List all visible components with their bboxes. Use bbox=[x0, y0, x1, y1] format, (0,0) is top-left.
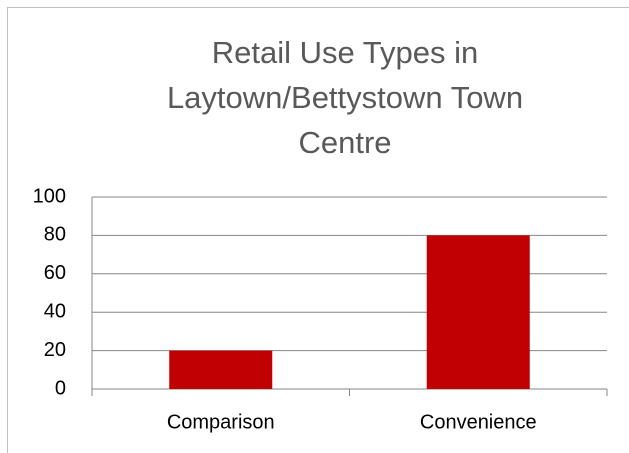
y-tick-label: 60 bbox=[44, 262, 66, 284]
y-tick-label: 100 bbox=[33, 185, 66, 207]
y-tick-label: 80 bbox=[44, 224, 66, 246]
x-tick-label: Convenience bbox=[420, 411, 537, 433]
chart-title: Retail Use Types in Laytown/Bettystown T… bbox=[166, 35, 524, 160]
y-tick-label: 0 bbox=[55, 377, 66, 399]
x-tick-label: Comparison bbox=[167, 411, 275, 433]
bar bbox=[426, 235, 530, 389]
bar bbox=[169, 350, 273, 389]
y-tick-label: 20 bbox=[44, 339, 66, 361]
y-tick-label: 40 bbox=[44, 300, 66, 322]
chart-border bbox=[7, 7, 629, 453]
